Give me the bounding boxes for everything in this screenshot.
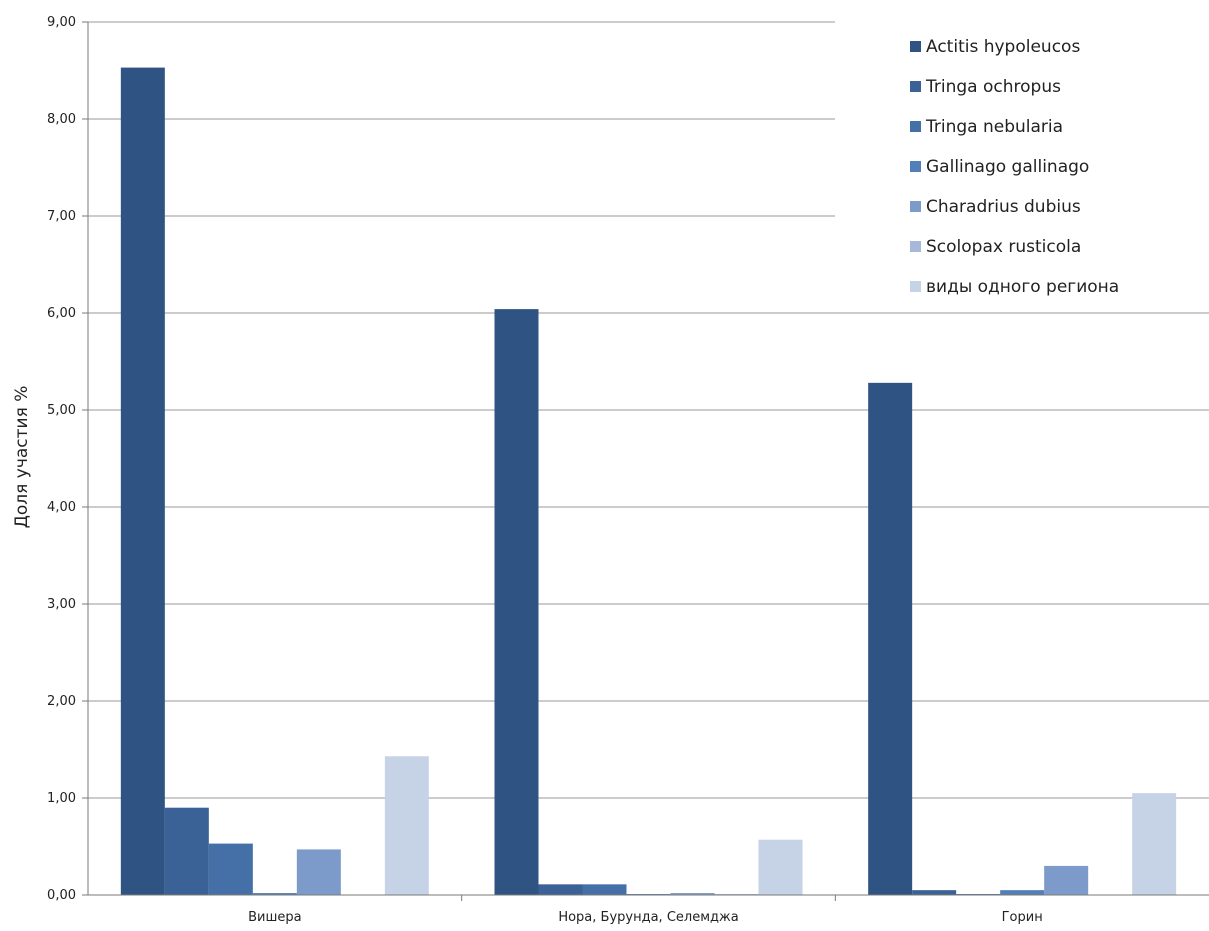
bar bbox=[538, 884, 583, 895]
legend-label: Gallinago gallinago bbox=[926, 157, 1089, 177]
legend: Actitis hypoleucos Tringa ochropus Tringa … bbox=[910, 37, 1119, 297]
legend-label: Charadrius dubius bbox=[926, 197, 1081, 217]
y-tick-label: 5,00 bbox=[47, 403, 76, 418]
bar bbox=[758, 839, 803, 895]
y-tick-label: 4,00 bbox=[47, 500, 76, 515]
bar bbox=[1044, 865, 1089, 895]
bar bbox=[120, 67, 165, 896]
legend-label: Actitis hypoleucos bbox=[926, 37, 1080, 57]
y-tick-label: 9,00 bbox=[47, 15, 76, 30]
bar bbox=[384, 756, 429, 895]
bar bbox=[1000, 890, 1045, 895]
legend-swatch bbox=[910, 81, 921, 92]
y-tick-label: 3,00 bbox=[47, 597, 76, 612]
bar bbox=[494, 309, 539, 895]
bar bbox=[868, 382, 913, 896]
bar bbox=[252, 893, 297, 895]
legend-swatch bbox=[910, 161, 921, 172]
axes bbox=[87, 22, 1209, 901]
y-tick-labels: 0,00 1,00 2,00 3,00 4,00 5,00 6,00 7,00 8,00 9,00 bbox=[47, 15, 76, 903]
bar bbox=[296, 849, 341, 895]
legend-label: виды одного региона bbox=[926, 277, 1119, 297]
legend-swatch bbox=[910, 41, 921, 52]
legend-swatch bbox=[910, 281, 921, 292]
legend-swatch bbox=[910, 241, 921, 252]
bars bbox=[120, 67, 1177, 896]
bar bbox=[208, 843, 253, 895]
category-labels: Вишера Нора, Бурунда, Селемджа Горин bbox=[248, 910, 1043, 925]
legend-swatch bbox=[910, 121, 921, 132]
y-axis-label: Доля участия % bbox=[12, 386, 32, 529]
bar bbox=[582, 884, 627, 895]
legend-label: Tringa nebularia bbox=[925, 117, 1063, 137]
legend-swatch bbox=[910, 201, 921, 212]
category-label: Нора, Бурунда, Селемджа bbox=[558, 910, 738, 925]
y-tick-label: 6,00 bbox=[47, 306, 76, 321]
y-tick-label: 2,00 bbox=[47, 694, 76, 709]
legend-label: Tringa ochropus bbox=[925, 77, 1061, 97]
bar bbox=[670, 893, 715, 895]
bar bbox=[164, 807, 209, 895]
bar bbox=[912, 890, 957, 895]
bar bbox=[1132, 793, 1177, 895]
category-label: Горин bbox=[1002, 910, 1043, 925]
y-tick-label: 7,00 bbox=[47, 209, 76, 224]
gridlines bbox=[82, 21, 1209, 896]
legend-label: Scolopax rusticola bbox=[926, 237, 1081, 257]
category-label: Вишера bbox=[248, 910, 301, 925]
y-tick-label: 0,00 bbox=[47, 888, 76, 903]
y-tick-label: 8,00 bbox=[47, 112, 76, 127]
y-tick-label: 1,00 bbox=[47, 791, 76, 806]
